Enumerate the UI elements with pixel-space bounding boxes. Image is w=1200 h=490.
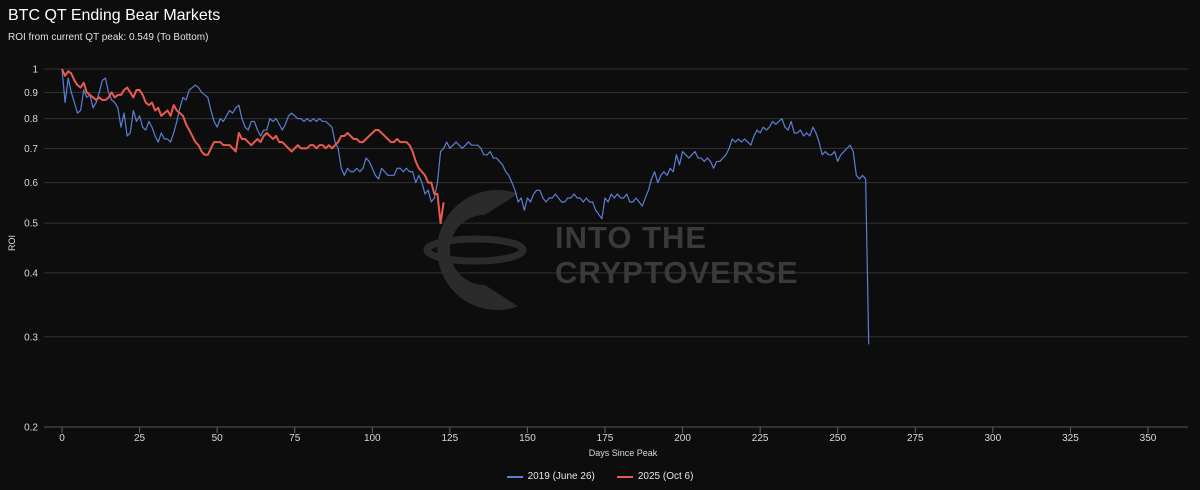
chart-subtitle: ROI from current QT peak: 0.549 (To Bott… xyxy=(8,32,209,43)
x-tick-label: 350 xyxy=(1140,433,1157,444)
x-tick-label: 150 xyxy=(519,433,536,444)
x-tick-label: 250 xyxy=(829,433,846,444)
x-tick-label: 125 xyxy=(442,433,459,444)
series-layer xyxy=(61,68,870,345)
legend-item-2019[interactable]: 2019 (June 26) xyxy=(506,471,595,482)
x-tick-label: 25 xyxy=(134,433,146,444)
y-tick-label: 0.3 xyxy=(24,332,38,343)
x-tick-label: 325 xyxy=(1062,433,1079,444)
series-line-2025[interactable] xyxy=(61,68,445,225)
x-tick-label: 100 xyxy=(364,433,381,444)
legend-label-2019: 2019 (June 26) xyxy=(527,471,595,482)
x-tick-label: 300 xyxy=(985,433,1002,444)
watermark-ring xyxy=(423,235,527,265)
x-tick-label: 175 xyxy=(597,433,614,444)
y-tick-label: 0.4 xyxy=(24,268,38,279)
y-axis-title: ROI xyxy=(7,235,17,251)
legend-item-2025[interactable]: 2025 (Oct 6) xyxy=(616,471,694,482)
chart-title: BTC QT Ending Bear Markets xyxy=(8,7,221,24)
x-tick-label: 0 xyxy=(59,433,65,444)
watermark-logo: INTO THE CRYPTOVERSE xyxy=(423,190,799,310)
x-axis-title: Days Since Peak xyxy=(589,448,658,458)
legend-label-2025: 2025 (Oct 6) xyxy=(637,471,694,482)
watermark-line2: CRYPTOVERSE xyxy=(555,255,799,290)
legend: 2019 (June 26) 2025 (Oct 6) xyxy=(0,471,1200,482)
x-tick-label: 75 xyxy=(289,433,301,444)
legend-swatch-2019 xyxy=(506,475,523,478)
x-tick-label: 200 xyxy=(674,433,691,444)
legend-swatch-2025 xyxy=(616,475,633,478)
x-tick-label: 275 xyxy=(907,433,924,444)
y-tick-label: 0.6 xyxy=(24,178,38,189)
x-tick-label: 50 xyxy=(212,433,224,444)
axis-layer: 0.2 0.3 0.4 0.5 0.6 0.7 0.8 0.9 1 0 25 50 75 100 125 15… xyxy=(24,65,1157,445)
y-tick-label: 0.9 xyxy=(24,88,38,99)
y-tick-label: 0.2 xyxy=(24,423,38,434)
y-tick-label: 0.8 xyxy=(24,114,38,125)
y-tick-label: 0.5 xyxy=(24,219,38,230)
watermark-line1: INTO THE xyxy=(555,220,707,255)
y-tick-label: 0.7 xyxy=(24,144,38,155)
series-line-2019[interactable] xyxy=(61,68,870,345)
y-tick-label: 1 xyxy=(32,65,38,76)
watermark-c-shape xyxy=(437,190,518,310)
grid-layer xyxy=(44,68,1188,428)
x-tick-label: 225 xyxy=(752,433,769,444)
